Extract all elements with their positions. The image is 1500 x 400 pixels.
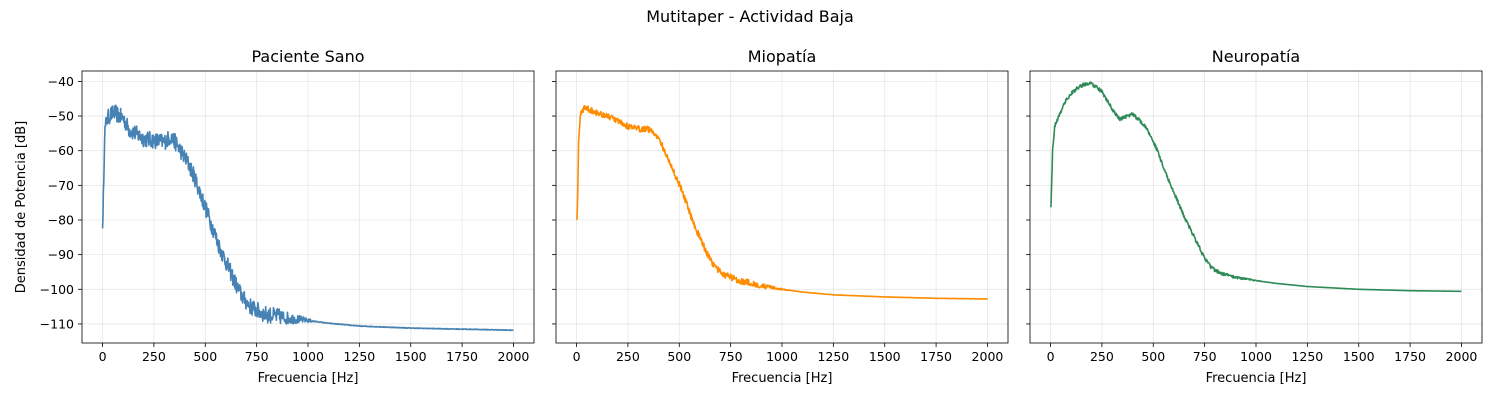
x-tick-label: 0	[1047, 349, 1055, 364]
x-tick-label: 0	[99, 349, 107, 364]
x-tick-label: 500	[1141, 349, 1165, 364]
series-line	[1049, 81, 1462, 293]
x-tick-label: 1000	[292, 349, 324, 364]
x-axis-label: Frecuencia [Hz]	[258, 371, 359, 386]
x-tick-label: 500	[667, 349, 691, 364]
x-tick-label: 250	[616, 349, 640, 364]
y-tick-label: −40	[48, 74, 74, 89]
x-tick-label: 1750	[446, 349, 478, 364]
x-tick-label: 1500	[869, 349, 901, 364]
y-tick-label: −50	[48, 109, 74, 124]
x-axis-label: Frecuencia [Hz]	[1206, 371, 1307, 386]
y-axis-label: Densidad de Potencia [dB]	[14, 121, 29, 293]
x-tick-label: 1500	[1343, 349, 1375, 364]
x-tick-label: 1750	[1394, 349, 1426, 364]
x-tick-label: 1500	[395, 349, 427, 364]
y-tick-label: −80	[48, 212, 74, 227]
x-tick-label: 500	[193, 349, 217, 364]
x-tick-label: 1750	[920, 349, 952, 364]
y-tick-label: −100	[40, 282, 74, 297]
x-tick-label: 250	[142, 349, 166, 364]
x-tick-label: 1250	[343, 349, 375, 364]
x-tick-label: 250	[1090, 349, 1114, 364]
x-tick-label: 2000	[1446, 349, 1478, 364]
x-axis-label: Frecuencia [Hz]	[732, 371, 833, 386]
panel-2: 0 250 500 750 1000 1250 1500 1750 2000 Miopatía Fr…	[552, 47, 1009, 386]
x-tick-label: 1250	[817, 349, 849, 364]
series-line	[576, 105, 988, 300]
y-tick-label: −70	[48, 178, 74, 193]
panel-title: Neuropatía	[1212, 47, 1300, 66]
series-line	[101, 104, 514, 332]
x-tick-label: 0	[573, 349, 581, 364]
y-tick-label: −60	[48, 143, 74, 158]
panel-title: Miopatía	[748, 47, 817, 66]
x-tick-label: 1000	[1240, 349, 1272, 364]
x-tick-label: 750	[1193, 349, 1217, 364]
x-tick-label: 2000	[972, 349, 1004, 364]
x-tick-label: 750	[719, 349, 743, 364]
figure-suptitle: Mutitaper - Actividad Baja	[646, 7, 854, 26]
x-tick-label: 750	[245, 349, 269, 364]
y-tick-label: −110	[40, 316, 74, 331]
x-tick-label: 1000	[766, 349, 798, 364]
y-tick-label: −90	[48, 247, 74, 262]
panel-3: 0 250 500 750 1000 1250 1500 1750 2000 Neuropatía…	[1026, 47, 1483, 386]
x-tick-label: 1250	[1291, 349, 1323, 364]
panel-title: Paciente Sano	[251, 47, 364, 66]
x-tick-label: 2000	[498, 349, 530, 364]
panel-1: 0 250 500 750 1000 1250 1500 1750 2000 −110 −100 −9…	[14, 47, 535, 386]
